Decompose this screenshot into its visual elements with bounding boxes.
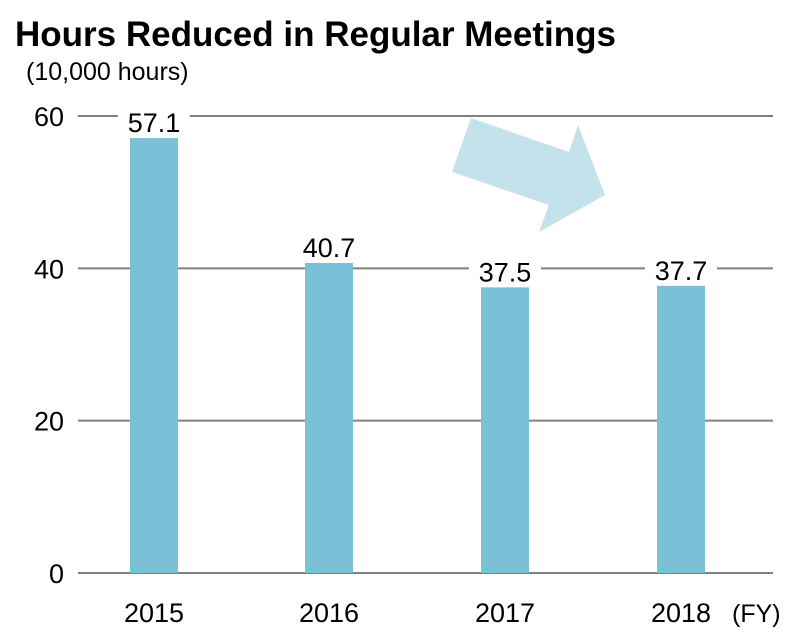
data-label: 37.7 — [655, 256, 708, 286]
x-axis-ticks: 2015 2016 2017 2018 — [124, 598, 711, 628]
y-tick-label: 60 — [34, 102, 64, 132]
bar-2017 — [481, 287, 529, 573]
trend-arrow — [452, 118, 605, 232]
x-tick-label: 2018 — [651, 598, 711, 628]
bar-2015 — [130, 138, 178, 574]
y-tick-label: 20 — [34, 407, 64, 437]
data-label: 37.5 — [479, 257, 532, 287]
bars: 57.1 40.7 37.5 37.7 — [118, 108, 717, 574]
bar-2018 — [657, 285, 705, 573]
chart-title: Hours Reduced in Regular Meetings — [15, 15, 616, 54]
bar-2016 — [305, 263, 353, 573]
data-label-background — [645, 255, 717, 284]
x-tick-label: 2017 — [475, 598, 535, 628]
x-tick-label: 2015 — [124, 598, 184, 628]
y-axis-unit-label: (10,000 hours) — [26, 58, 189, 86]
y-tick-label: 40 — [34, 254, 64, 284]
data-label: 40.7 — [303, 233, 356, 263]
y-tick-label: 0 — [49, 559, 64, 589]
data-label-background — [469, 257, 541, 286]
data-label-background — [293, 233, 365, 262]
y-axis-ticks: 0 20 40 60 — [34, 102, 64, 589]
x-axis-unit-label: (FY) — [732, 600, 781, 628]
data-label-background — [118, 108, 190, 137]
x-tick-label: 2016 — [299, 598, 359, 628]
data-label: 57.1 — [128, 108, 181, 138]
